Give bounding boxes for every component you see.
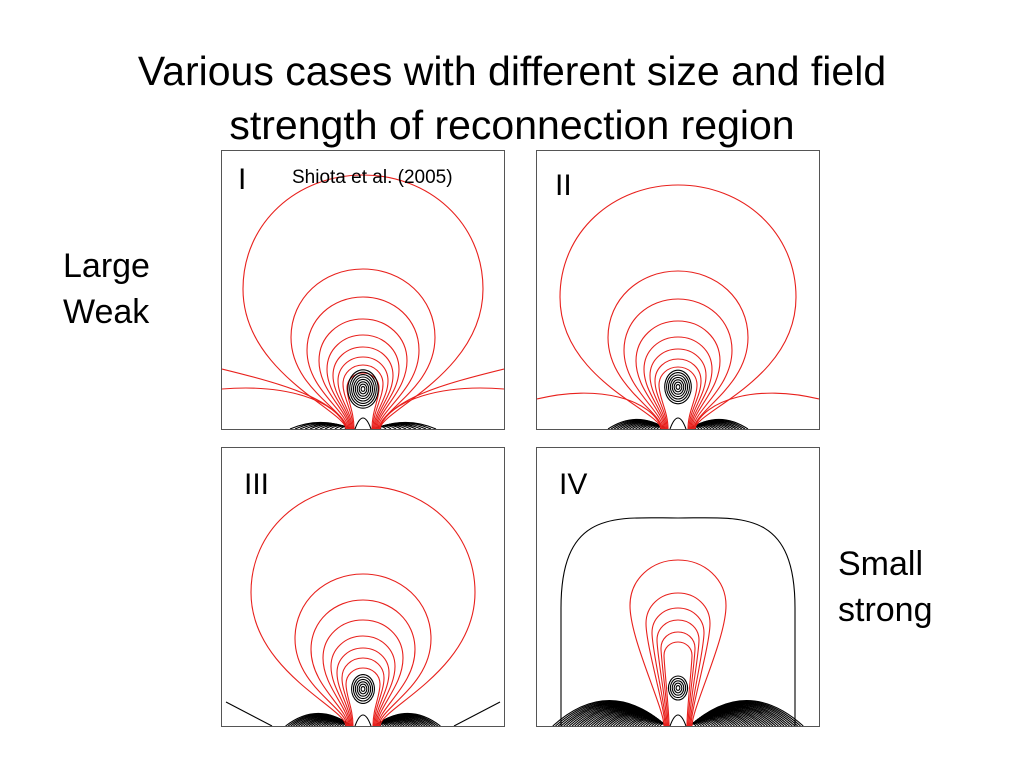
closed-field-line: [354, 714, 372, 726]
closed-field-line: [689, 700, 804, 726]
panel-iii: III: [221, 447, 505, 727]
field-line-loop: [310, 599, 416, 726]
o-point-contour: [667, 675, 689, 701]
field-line-plot: [225, 485, 501, 726]
open-field-line: [378, 368, 504, 429]
o-point-contour: [673, 682, 683, 694]
field-line-plot: [222, 174, 504, 429]
closed-field-line: [669, 714, 687, 726]
closed-field-line: [225, 701, 273, 726]
o-point-contour: [358, 683, 368, 695]
title-line-1: Various cases with different size and fi…: [137, 48, 887, 94]
field-line-loop: [663, 641, 693, 726]
o-point-contour: [671, 379, 685, 395]
field-line-loop: [332, 346, 394, 429]
field-line-loop: [250, 485, 476, 726]
field-line-loop: [629, 559, 727, 726]
o-point-contour: [351, 374, 375, 404]
closed-field-line: [560, 517, 796, 726]
field-line-loop: [623, 298, 733, 429]
field-line-loop: [336, 647, 390, 726]
o-point-contour: [675, 384, 681, 390]
o-point-contour: [667, 374, 689, 400]
open-field-line: [693, 392, 819, 429]
field-line-loop: [654, 358, 702, 429]
field-line-loop: [318, 318, 408, 429]
field-line-loop: [345, 667, 381, 726]
title-line-2: strength of reconnection region: [229, 102, 795, 148]
field-line-loop: [635, 320, 721, 429]
field-line-loop: [660, 631, 696, 726]
field-line-plot: [537, 184, 819, 429]
o-point-contour: [356, 681, 370, 697]
field-line-loop: [649, 348, 707, 429]
closed-field-line: [552, 700, 667, 726]
o-point-contour: [669, 376, 687, 398]
field-line-loop: [294, 573, 432, 726]
field-line-loop: [341, 657, 385, 726]
open-field-line: [537, 392, 663, 429]
o-point-contour: [347, 369, 379, 409]
label-weak: Weak: [63, 293, 150, 331]
o-point-contour: [352, 676, 374, 702]
field-line-loop: [658, 366, 698, 429]
panel-label: II: [555, 169, 572, 202]
o-point-contour: [664, 369, 692, 405]
field-line-loop: [290, 268, 436, 429]
closed-field-line: [669, 417, 687, 429]
field-line-loop: [346, 372, 380, 429]
field-line-loop: [645, 592, 711, 726]
field-line-loop: [656, 619, 700, 726]
panel-i: I Shiota et al. (2005): [221, 150, 505, 430]
field-line-loop: [337, 356, 389, 429]
panel-label: III: [244, 468, 270, 501]
field-line-loop: [559, 184, 797, 429]
o-point-contour: [354, 678, 372, 700]
field-line-loop: [643, 336, 713, 429]
field-line-loop: [651, 607, 705, 726]
o-point-contour: [360, 686, 366, 692]
panel-ii: II: [536, 150, 820, 430]
o-point-contour: [354, 378, 372, 400]
field-line-plot: [552, 517, 804, 726]
field-line-loop: [322, 619, 404, 726]
field-line-loop: [330, 635, 396, 726]
o-point-contour: [673, 381, 683, 393]
closed-field-line: [354, 417, 372, 429]
panel-label: IV: [559, 468, 588, 501]
field-line-loop: [306, 296, 420, 429]
citation: Shiota et al. (2005): [292, 167, 453, 188]
field-line-loop: [242, 174, 484, 429]
open-field-line: [222, 368, 348, 429]
o-point-contour: [349, 371, 377, 407]
o-point-contour: [356, 381, 370, 397]
field-line-loop: [342, 364, 384, 429]
o-point-contour: [675, 685, 681, 691]
field-line-loop: [326, 334, 400, 429]
o-point-contour: [360, 386, 366, 392]
panel-iv: IV: [536, 447, 820, 727]
o-point-contour: [352, 376, 374, 402]
o-point-contour: [351, 674, 375, 704]
o-point-contour: [669, 677, 687, 699]
o-point-contour: [671, 680, 685, 696]
label-strong: strong: [838, 591, 933, 629]
panel-label: I: [238, 163, 247, 196]
label-small: Small: [838, 545, 924, 583]
o-point-contour: [666, 372, 690, 402]
o-point-contour: [358, 383, 368, 395]
closed-field-line: [453, 701, 501, 726]
label-large: Large: [63, 247, 150, 285]
field-line-loop: [607, 270, 749, 429]
